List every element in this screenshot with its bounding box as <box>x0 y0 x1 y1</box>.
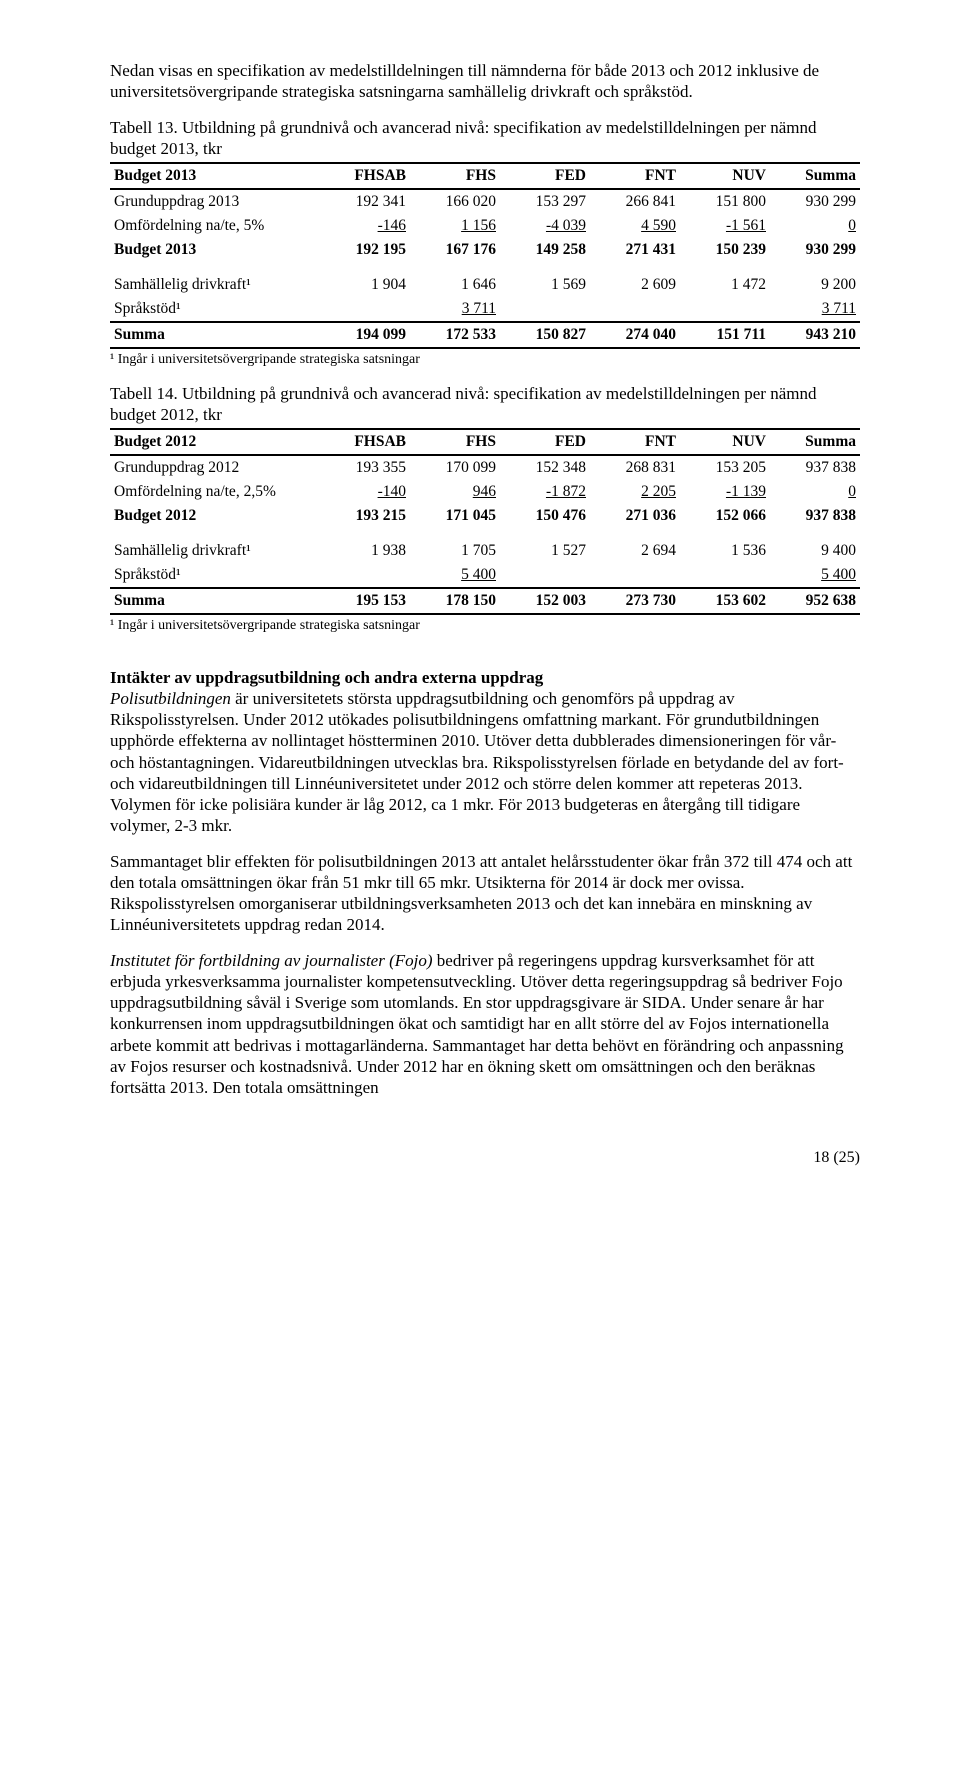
table-row: Grunduppdrag 2013192 341166 020153 29726… <box>110 189 860 214</box>
intro-paragraph: Nedan visas en specifikation av medelsti… <box>110 60 860 103</box>
table-header: NUV <box>680 429 770 455</box>
table-row: Omfördelning na/te, 5%-1461 156-4 0394 5… <box>110 214 860 238</box>
table-row: Samhällelig drivkraft¹1 9381 7051 5272 6… <box>110 528 860 563</box>
para3-lead: Institutet för fortbildning av journalis… <box>110 951 433 970</box>
section2: Intäkter av uppdragsutbildning och andra… <box>110 667 860 837</box>
table-header: Summa <box>770 429 860 455</box>
table-header: FED <box>500 163 590 189</box>
para1-rest: är universitetets största uppdragsutbild… <box>110 689 844 836</box>
page-number: 18 (25) <box>110 1148 860 1168</box>
para2: Sammantaget blir effekten för polisutbil… <box>110 851 860 936</box>
table-header: FNT <box>590 163 680 189</box>
table-header: FHS <box>410 429 500 455</box>
para1-lead: Polisutbildningen <box>110 689 231 708</box>
document-page: Nedan visas en specifikation av medelsti… <box>0 0 960 1222</box>
table-sum-row: Summa195 153178 150152 003273 730153 602… <box>110 588 860 614</box>
table-header: Budget 2012 <box>110 429 320 455</box>
table-row: Budget 2012193 215171 045150 476271 0361… <box>110 504 860 528</box>
table-header: FHSAB <box>320 429 410 455</box>
table-row: Omfördelning na/te, 2,5%-140946-1 8722 2… <box>110 480 860 504</box>
para3-rest: bedriver på regeringens uppdrag kursverk… <box>110 951 844 1098</box>
table-sum-row: Summa194 099172 533150 827274 040151 711… <box>110 322 860 348</box>
table13: Budget 2013FHSABFHSFEDFNTNUVSummaGrundup… <box>110 162 860 349</box>
table-row: Grunduppdrag 2012193 355170 099152 34826… <box>110 455 860 480</box>
table-header: Budget 2013 <box>110 163 320 189</box>
table-header: FNT <box>590 429 680 455</box>
table-row: Budget 2013192 195167 176149 258271 4311… <box>110 238 860 262</box>
table14-footnote: ¹ Ingår i universitetsövergripande strat… <box>110 617 860 635</box>
table13-footnote: ¹ Ingår i universitetsövergripande strat… <box>110 351 860 369</box>
table-header: FHSAB <box>320 163 410 189</box>
table-header: FHS <box>410 163 500 189</box>
table-row: Språkstöd¹5 4005 400 <box>110 563 860 588</box>
table14: Budget 2012FHSABFHSFEDFNTNUVSummaGrundup… <box>110 428 860 615</box>
table-header: NUV <box>680 163 770 189</box>
table13-caption: Tabell 13. Utbildning på grundnivå och a… <box>110 117 860 160</box>
table-header: Summa <box>770 163 860 189</box>
section2-heading: Intäkter av uppdragsutbildning och andra… <box>110 668 543 687</box>
table-header: FED <box>500 429 590 455</box>
para3: Institutet för fortbildning av journalis… <box>110 950 860 1099</box>
table14-caption: Tabell 14. Utbildning på grundnivå och a… <box>110 383 860 426</box>
table-row: Samhällelig drivkraft¹1 9041 6461 5692 6… <box>110 262 860 297</box>
table-row: Språkstöd¹3 7113 711 <box>110 297 860 322</box>
